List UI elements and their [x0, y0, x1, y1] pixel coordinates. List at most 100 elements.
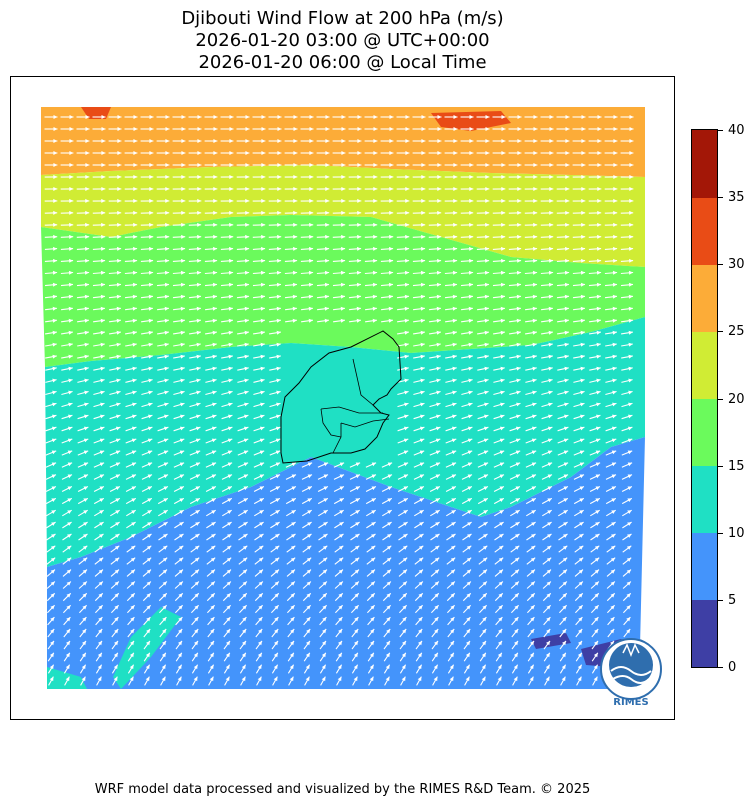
- wind-arrow-head: [290, 605, 295, 610]
- wind-arrow-head: [373, 187, 378, 191]
- wind-arrow-head: [514, 545, 520, 550]
- wind-arrow-head: [181, 198, 186, 203]
- wind-arrow-head: [579, 462, 585, 467]
- wind-arrow-head: [485, 198, 490, 203]
- wind-arrow-head: [581, 222, 586, 227]
- wind-arrow-head: [469, 115, 474, 119]
- wind-arrow-head: [373, 127, 378, 131]
- wind-arrow-head: [610, 545, 616, 550]
- wind-arrow-head: [68, 342, 73, 347]
- wind-arrow-head: [403, 438, 409, 443]
- wind-arrow-head: [613, 115, 618, 119]
- wind-arrow-head: [500, 354, 505, 359]
- wind-arrow-head: [596, 414, 601, 419]
- wind-arrow-head: [132, 354, 137, 359]
- wind-arrow-head: [290, 617, 295, 622]
- wind-arrow-head: [627, 450, 633, 455]
- wind-arrow-head: [402, 629, 407, 634]
- wind-arrow-head: [369, 652, 374, 658]
- wind-arrow-head: [163, 438, 169, 443]
- wind-arrow-head: [533, 198, 538, 203]
- wind-arrow-head: [533, 127, 538, 131]
- wind-arrow-head: [229, 127, 234, 131]
- wind-arrow-head: [627, 510, 632, 514]
- wind-arrow-head: [579, 450, 585, 455]
- wind-arrow-head: [547, 426, 553, 431]
- wind-arrow-head: [546, 640, 550, 646]
- wind-arrow-head: [162, 640, 166, 646]
- wind-arrow-head: [229, 258, 234, 263]
- wind-arrow-head: [131, 450, 137, 455]
- wind-arrow-head: [50, 593, 55, 598]
- wind-arrow-head: [324, 306, 329, 311]
- wind-arrow-head: [565, 222, 570, 227]
- wind-arrow-head: [180, 402, 185, 407]
- wind-arrow-head: [484, 390, 489, 395]
- wind-arrow-head: [483, 510, 488, 514]
- wind-arrow-head: [562, 593, 567, 598]
- wind-arrow-head: [259, 498, 264, 502]
- wind-arrow-head: [195, 486, 200, 491]
- wind-arrow-head: [261, 175, 266, 179]
- wind-arrow-head: [68, 378, 73, 383]
- wind-arrow-head: [565, 187, 570, 191]
- wind-arrow-head: [290, 545, 296, 550]
- wind-arrow-head: [97, 652, 102, 658]
- wind-arrow-head: [306, 617, 311, 622]
- wind-arrow-head: [323, 474, 328, 479]
- wind-arrow-head: [499, 522, 504, 526]
- wind-arrow-head: [291, 486, 296, 491]
- wind-arrow-head: [113, 652, 118, 658]
- wind-arrow-head: [229, 139, 234, 143]
- wind-arrow-head: [465, 652, 470, 658]
- wind-arrow-head: [148, 378, 153, 383]
- wind-arrow-head: [196, 354, 201, 359]
- wind-arrow-head: [500, 390, 505, 395]
- wind-arrow-head: [469, 187, 474, 191]
- wind-arrow-head: [417, 652, 422, 658]
- wind-arrow-head: [228, 378, 233, 383]
- wind-arrow-head: [405, 258, 410, 263]
- wind-arrow-head: [165, 139, 170, 143]
- wind-arrow-head: [197, 115, 202, 119]
- wind-arrow-head: [533, 246, 538, 251]
- wind-arrow-head: [276, 414, 281, 419]
- wind-arrow-head: [627, 486, 632, 491]
- wind-arrow-head: [180, 306, 185, 311]
- wind-arrow-head: [212, 402, 217, 407]
- wind-arrow-head: [101, 127, 106, 131]
- wind-arrow-head: [325, 246, 330, 251]
- wind-arrow-head: [115, 498, 120, 502]
- wind-arrow-head: [613, 151, 618, 155]
- wind-arrow-head: [149, 234, 154, 239]
- wind-arrow-head: [437, 175, 442, 179]
- wind-arrow-head: [516, 414, 521, 419]
- wind-arrow-head: [451, 450, 457, 455]
- wind-arrow-head: [437, 115, 442, 119]
- wind-arrow-head: [629, 127, 634, 131]
- wind-arrow-head: [147, 462, 153, 467]
- wind-arrow-head: [548, 414, 553, 419]
- wind-arrow-head: [67, 450, 73, 455]
- wind-arrow-head: [325, 163, 330, 167]
- wind-arrow-head: [245, 127, 250, 131]
- wind-arrow-head: [596, 294, 601, 299]
- colorbar-segment: [692, 599, 717, 667]
- wind-arrow-head: [629, 163, 634, 167]
- wind-arrow-head: [437, 139, 442, 143]
- wind-arrow-head: [245, 175, 250, 179]
- wind-arrow-head: [341, 234, 346, 239]
- wind-arrow-head: [114, 557, 120, 562]
- wind-arrow-head: [355, 462, 361, 467]
- wind-arrow-head: [339, 486, 344, 491]
- wind-arrow-head: [421, 163, 426, 167]
- wind-arrow-head: [338, 569, 343, 574]
- wind-arrow-head: [516, 306, 521, 311]
- wind-arrow-head: [98, 557, 104, 562]
- wind-arrow-head: [130, 557, 136, 562]
- wind-arrow-head: [53, 115, 58, 119]
- wind-arrow-head: [389, 234, 394, 239]
- wind-arrow-head: [515, 522, 520, 526]
- wind-arrow-head: [388, 306, 393, 311]
- wind-arrow-head: [564, 354, 569, 359]
